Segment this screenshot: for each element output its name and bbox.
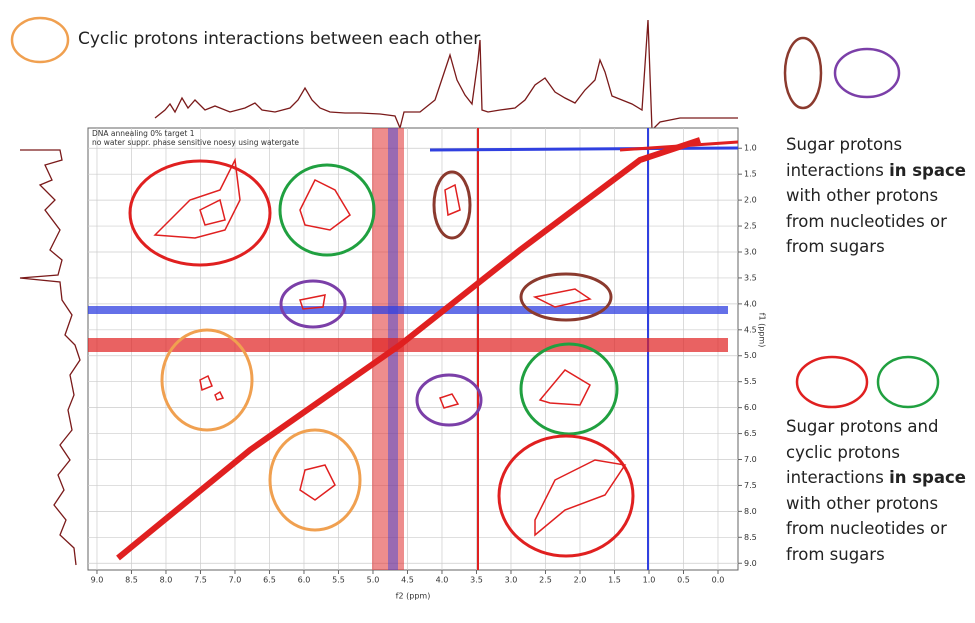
y-tick-label: 5.5 xyxy=(744,377,757,386)
legend-ellipse xyxy=(785,38,821,108)
x-tick-label: 7.0 xyxy=(229,576,242,585)
x-tick-label: 6.0 xyxy=(298,576,311,585)
streak xyxy=(430,148,738,150)
x-tick-label: 2.0 xyxy=(574,576,587,585)
y-tick-label: 4.0 xyxy=(744,299,757,308)
y-tick-label: 8.0 xyxy=(744,507,757,516)
x-axis-label: f2 (ppm) xyxy=(396,592,431,601)
x-tick-label: 5.5 xyxy=(332,576,345,585)
x-tick-label: 9.0 xyxy=(91,576,104,585)
x-tick-label: 8.0 xyxy=(160,576,173,585)
x-tick-label: 1.0 xyxy=(643,576,656,585)
y-tick-label: 5.0 xyxy=(744,351,757,360)
text: in space xyxy=(889,468,966,487)
text: with other protons from nucleotides or f… xyxy=(786,186,947,256)
x-tick-label: 3.5 xyxy=(470,576,483,585)
x-tick-label: 2.5 xyxy=(539,576,552,585)
x-tick-label: 4.5 xyxy=(401,576,414,585)
y-tick-label: 3.5 xyxy=(744,273,757,282)
legend-ellipse xyxy=(797,357,867,407)
legend-circle xyxy=(12,18,68,62)
legend-ellipse xyxy=(878,357,938,407)
y-axis-label: f1 (ppm) xyxy=(758,313,767,348)
title: Cyclic protons interactions between each… xyxy=(78,29,480,49)
y-tick-label: 4.5 xyxy=(744,325,757,334)
x-tick-label: 4.0 xyxy=(436,576,449,585)
y-tick-label: 8.5 xyxy=(744,533,757,542)
x-tick-label: 3.0 xyxy=(505,576,518,585)
text: in space xyxy=(889,161,966,180)
y-tick-label: 1.5 xyxy=(744,170,757,179)
y-tick-label: 7.5 xyxy=(744,481,757,490)
x-tick-label: 1.5 xyxy=(608,576,621,585)
legend-text: Sugar protons interactions in space with… xyxy=(786,132,972,260)
text: Sugar protons interactions xyxy=(786,135,902,180)
y-tick-label: 6.0 xyxy=(744,403,757,412)
y-tick-label: 7.0 xyxy=(744,455,757,464)
x-tick-label: 6.5 xyxy=(263,576,276,585)
y-tick-label: 6.5 xyxy=(744,429,757,438)
text: with other protons from nucleotides or f… xyxy=(786,494,947,564)
y-tick-label: 1.0 xyxy=(744,144,757,153)
header-line: DNA annealing 0% target 1 xyxy=(92,129,195,138)
x-tick-label: 8.5 xyxy=(125,576,138,585)
y-tick-label: 3.0 xyxy=(744,247,757,256)
f1-projection xyxy=(20,150,80,565)
header-line: no water suppr. phase sensitive noesy us… xyxy=(92,138,299,147)
y-tick-label: 2.5 xyxy=(744,222,757,231)
x-tick-label: 0.0 xyxy=(712,576,725,585)
legend-text: Sugar protons and cyclic protons interac… xyxy=(786,414,972,567)
page: Cyclic protons interactions between each… xyxy=(0,0,975,623)
y-tick-label: 2.0 xyxy=(744,196,757,205)
x-tick-label: 7.5 xyxy=(194,576,207,585)
streak xyxy=(88,306,728,314)
y-tick-label: 9.0 xyxy=(744,559,757,568)
legend-ellipse xyxy=(835,49,899,97)
x-tick-label: 5.0 xyxy=(367,576,380,585)
x-tick-label: 0.5 xyxy=(677,576,690,585)
